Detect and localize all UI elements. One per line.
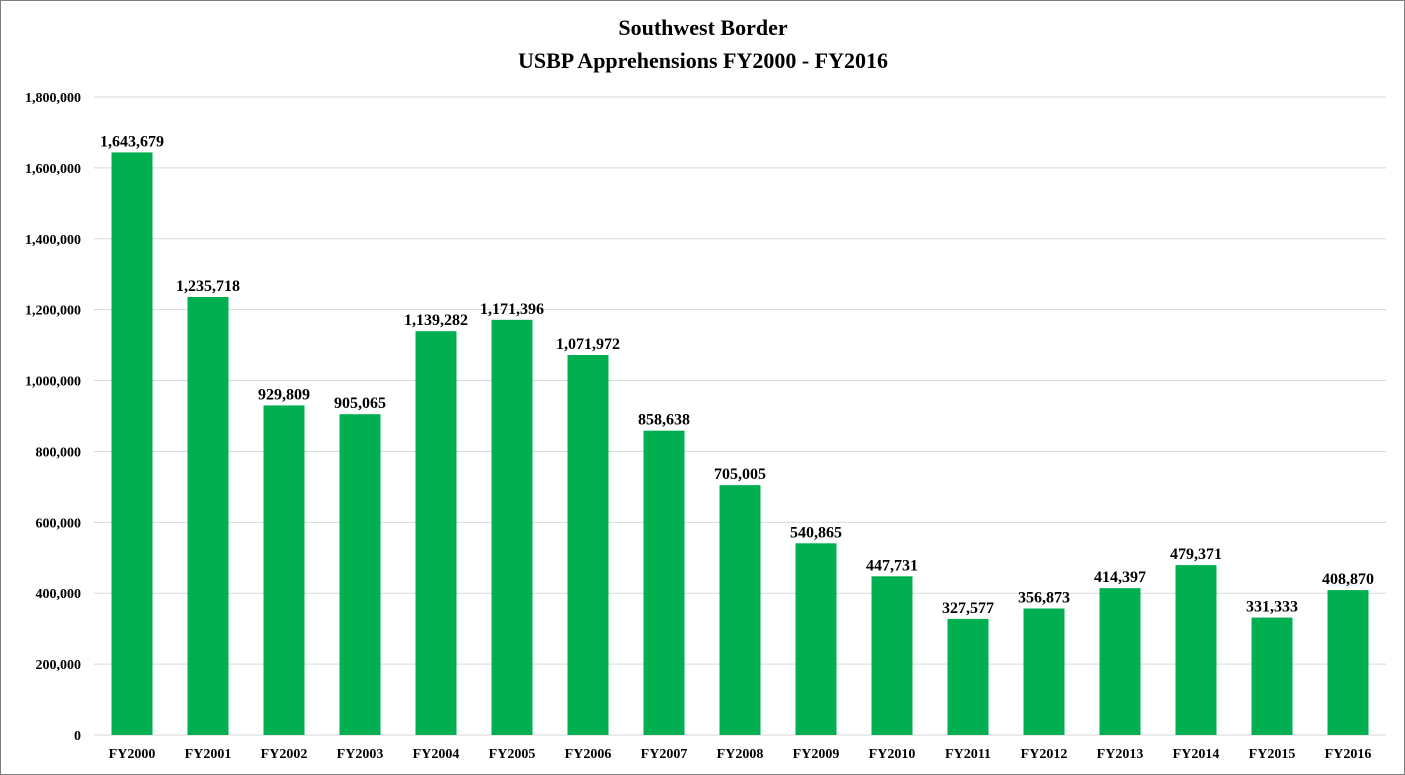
bar xyxy=(111,152,153,735)
x-tick-label: FY2000 xyxy=(109,747,156,762)
bar xyxy=(795,543,837,735)
y-tick-label: 600,000 xyxy=(36,516,82,531)
x-tick-label: FY2006 xyxy=(565,747,612,762)
data-label: 858,638 xyxy=(638,412,690,429)
x-tick-label: FY2013 xyxy=(1097,747,1144,762)
bar xyxy=(1251,617,1293,735)
chart-subtitle: USBP Apprehensions FY2000 - FY2016 xyxy=(518,48,888,73)
data-label: 540,865 xyxy=(790,524,842,541)
x-tick-label: FY2015 xyxy=(1249,747,1296,762)
chart-title: Southwest Border xyxy=(618,15,788,40)
data-label: 479,371 xyxy=(1170,546,1222,563)
x-tick-label: FY2005 xyxy=(489,747,536,762)
data-label: 1,139,282 xyxy=(404,312,468,329)
x-tick-label: FY2016 xyxy=(1325,747,1372,762)
x-tick-label: FY2012 xyxy=(1021,747,1068,762)
data-label: 447,731 xyxy=(866,557,918,574)
data-label: 327,577 xyxy=(942,600,994,617)
x-tick-label: FY2011 xyxy=(945,747,991,762)
data-label: 1,071,972 xyxy=(556,336,620,353)
bar xyxy=(1327,590,1369,735)
y-tick-label: 200,000 xyxy=(36,658,82,673)
data-label: 705,005 xyxy=(714,466,766,483)
y-tick-label: 1,600,000 xyxy=(25,162,81,177)
y-tick-label: 1,000,000 xyxy=(25,375,81,390)
data-label: 331,333 xyxy=(1246,599,1298,616)
data-label: 408,870 xyxy=(1322,571,1374,588)
bar xyxy=(871,576,913,735)
x-tick-label: FY2007 xyxy=(641,747,688,762)
bar xyxy=(263,405,305,735)
y-tick-label: 1,400,000 xyxy=(25,233,81,248)
x-tick-label: FY2002 xyxy=(261,747,308,762)
x-tick-label: FY2014 xyxy=(1173,747,1220,762)
bar xyxy=(1023,608,1065,735)
bar xyxy=(567,355,609,735)
bar xyxy=(947,618,989,735)
bar xyxy=(415,331,457,735)
bar xyxy=(719,485,761,735)
bar xyxy=(491,319,533,735)
x-tick-label: FY2008 xyxy=(717,747,764,762)
bar xyxy=(1175,565,1217,735)
x-tick-label: FY2003 xyxy=(337,747,384,762)
data-label: 414,397 xyxy=(1094,569,1146,586)
data-label: 1,235,718 xyxy=(176,278,240,295)
x-tick-label: FY2009 xyxy=(793,747,840,762)
bar xyxy=(339,414,381,735)
y-tick-label: 1,200,000 xyxy=(25,304,81,319)
data-label: 929,809 xyxy=(258,386,310,403)
y-tick-label: 0 xyxy=(74,729,81,744)
x-tick-label: FY2010 xyxy=(869,747,916,762)
x-tick-label: FY2004 xyxy=(413,747,460,762)
bar xyxy=(1099,588,1141,735)
data-label: 905,065 xyxy=(334,395,386,412)
x-tick-label: FY2001 xyxy=(185,747,232,762)
data-label: 1,171,396 xyxy=(480,301,544,318)
y-tick-label: 800,000 xyxy=(36,445,82,460)
data-label: 356,873 xyxy=(1018,590,1070,607)
y-tick-label: 1,800,000 xyxy=(25,91,81,106)
bar xyxy=(643,430,685,735)
data-label: 1,643,679 xyxy=(100,133,164,150)
y-tick-label: 400,000 xyxy=(36,587,82,602)
bar xyxy=(187,297,229,735)
